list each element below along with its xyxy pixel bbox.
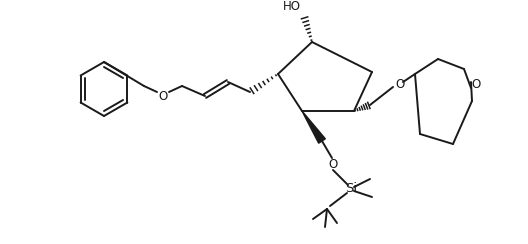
Text: HO: HO	[283, 0, 301, 13]
Text: O: O	[328, 157, 337, 171]
Text: O: O	[472, 79, 480, 92]
Text: O: O	[158, 90, 167, 102]
Text: O: O	[395, 78, 404, 91]
Polygon shape	[302, 111, 325, 143]
Text: Si: Si	[345, 183, 357, 195]
